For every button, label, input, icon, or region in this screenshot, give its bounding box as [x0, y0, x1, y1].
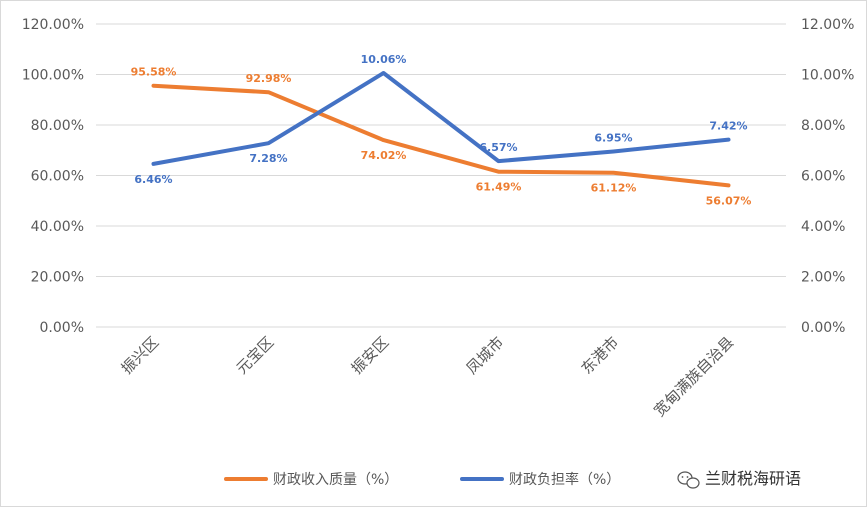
category-label: 元宝区	[233, 333, 278, 378]
right-y-axis: 0.00% 2.00% 4.00% 6.00% 8.00% 10.00% 12.00%	[801, 17, 854, 336]
category-label: 东港市	[578, 333, 623, 378]
category-label: 宽甸满族自治县	[650, 333, 737, 420]
data-label-series-1: 92.98%	[246, 72, 292, 85]
left-tick-label: 120.00%	[22, 17, 84, 33]
right-tick-label: 2.00%	[801, 270, 845, 286]
watermark: 兰财税海研语	[677, 469, 801, 489]
watermark-text: 兰财税海研语	[705, 469, 801, 488]
category-label: 振安区	[348, 333, 393, 378]
right-tick-label: 6.00%	[801, 169, 845, 185]
left-tick-label: 100.00%	[22, 68, 84, 84]
data-label-series-2: 7.28%	[249, 152, 287, 165]
left-tick-label: 0.00%	[40, 320, 84, 336]
legend-label-series-1: 财政收入质量（%）	[273, 472, 398, 488]
data-label-series-1: 95.58%	[131, 66, 177, 79]
data-label-series-2: 6.95%	[594, 132, 632, 145]
right-tick-label: 4.00%	[801, 219, 845, 235]
right-tick-label: 12.00%	[801, 17, 854, 33]
category-label: 振兴区	[118, 333, 163, 378]
data-label-series-2: 7.42%	[709, 120, 747, 133]
series-line-1	[151, 83, 731, 188]
legend-label-series-2: 财政负担率（%）	[509, 471, 620, 488]
wechat-icon	[677, 471, 700, 489]
left-tick-label: 40.00%	[31, 219, 84, 235]
category-label: 凤城市	[463, 333, 508, 378]
data-label-series-2: 6.46%	[134, 173, 172, 186]
data-label-series-1: 74.02%	[361, 149, 407, 162]
x-axis: 振兴区 元宝区 振安区 凤城市 东港市 宽甸满族自治县	[118, 333, 738, 420]
series-lines	[151, 71, 731, 188]
data-labels: 95.58% 92.98% 74.02% 61.49% 61.12% 56.07% 6.46…	[131, 53, 752, 207]
right-tick-label: 10.00%	[801, 68, 854, 84]
data-label-series-2: 6.57%	[479, 141, 517, 154]
left-tick-label: 20.00%	[31, 270, 84, 286]
data-label-series-1: 61.12%	[591, 182, 637, 195]
left-y-axis: 0.00% 20.00% 40.00% 60.00% 80.00% 100.00% 120.…	[22, 17, 84, 336]
right-tick-label: 8.00%	[801, 118, 845, 134]
right-tick-label: 0.00%	[801, 320, 845, 336]
left-tick-label: 80.00%	[31, 118, 84, 134]
data-label-series-1: 61.49%	[476, 181, 522, 194]
data-label-series-2: 10.06%	[361, 53, 407, 66]
data-label-series-1: 56.07%	[706, 194, 752, 207]
legend: 财政收入质量（%） 财政负担率（%）	[224, 471, 620, 488]
left-tick-label: 60.00%	[31, 169, 84, 185]
gridlines	[96, 23, 786, 328]
series-line-2	[151, 71, 731, 166]
